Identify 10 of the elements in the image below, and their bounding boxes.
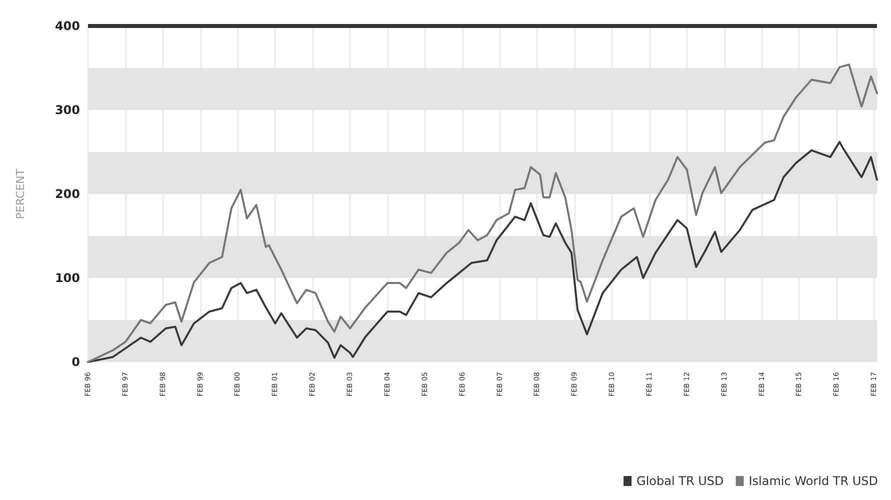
legend-label: Islamic World TR USD <box>748 474 878 488</box>
line-series <box>87 140 878 363</box>
y-tick-label: 200 <box>54 187 80 201</box>
y-tick-label: 0 <box>72 355 80 369</box>
y-tick-label: 300 <box>54 103 80 117</box>
legend-label: Global TR USD <box>636 474 724 488</box>
y-tick-label: 400 <box>54 19 80 33</box>
y-axis-title: PERCENT <box>14 168 27 220</box>
line-series <box>87 64 878 363</box>
y-tick-label: 100 <box>54 271 80 285</box>
